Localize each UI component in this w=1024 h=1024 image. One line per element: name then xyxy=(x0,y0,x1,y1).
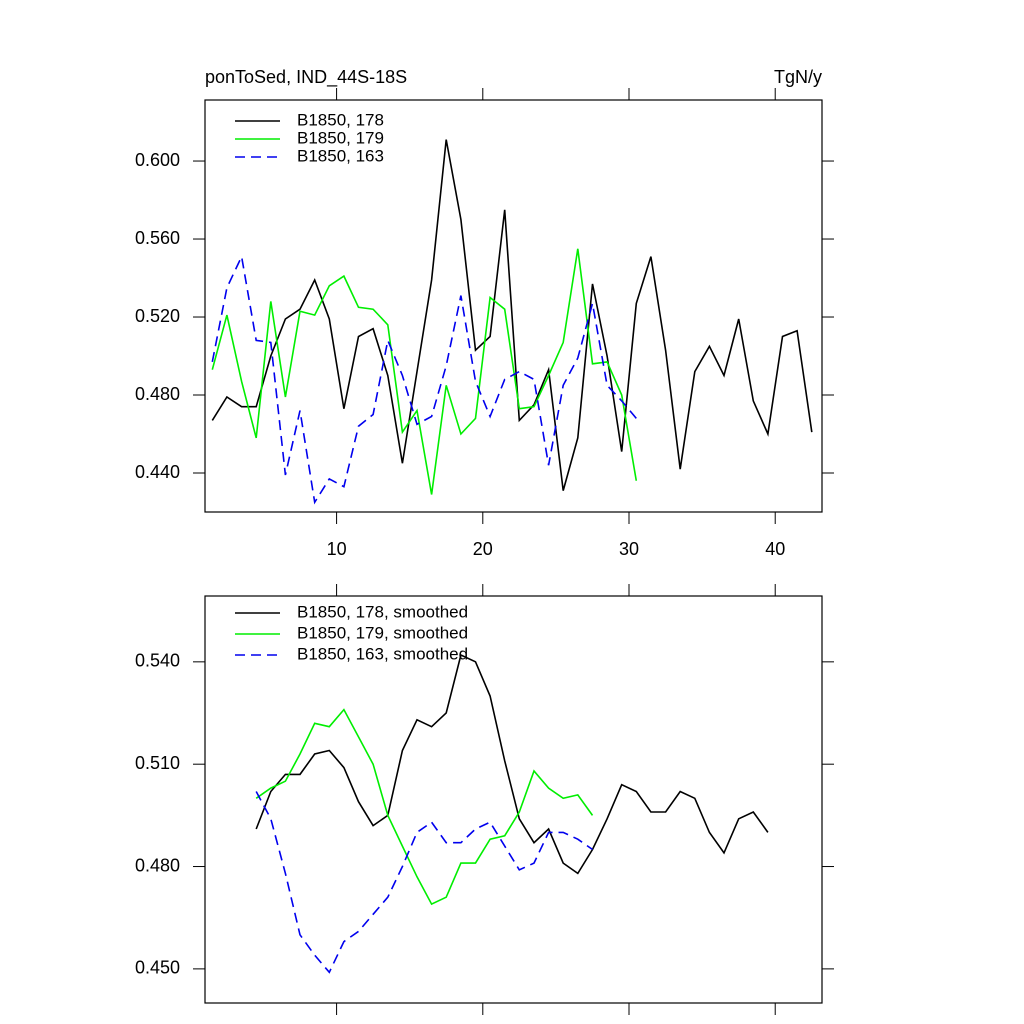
legend-label: B1850, 163, smoothed xyxy=(297,644,468,663)
y-tick-label: 0.520 xyxy=(135,306,180,326)
y-tick-label: 0.600 xyxy=(135,150,180,170)
y-tick-label: 0.510 xyxy=(135,753,180,773)
y-tick-label: 0.480 xyxy=(135,855,180,875)
y-tick-label: 0.560 xyxy=(135,228,180,248)
x-tick-label: 30 xyxy=(619,539,639,559)
x-tick-label: 10 xyxy=(327,539,347,559)
y-tick-label: 0.480 xyxy=(135,384,180,404)
legend-label: B1850, 179, smoothed xyxy=(297,623,468,642)
legend-label: B1850, 179 xyxy=(297,128,384,147)
series-line xyxy=(255,708,594,906)
units-label: TgN/y xyxy=(774,67,822,87)
series-line xyxy=(211,139,813,491)
legend-label: B1850, 178 xyxy=(297,110,384,129)
plot-frame xyxy=(204,99,823,513)
legend-label: B1850, 178, smoothed xyxy=(297,602,468,621)
series-line xyxy=(211,253,637,505)
x-tick-label: 20 xyxy=(473,539,493,559)
legend-label: B1850, 163 xyxy=(297,146,384,165)
series-line xyxy=(211,248,638,495)
y-tick-label: 0.540 xyxy=(135,651,180,671)
y-tick-label: 0.440 xyxy=(135,462,180,482)
series-line xyxy=(255,791,593,974)
chart-title: ponToSed, IND_44S-18S xyxy=(205,67,407,88)
x-tick-label: 40 xyxy=(765,539,785,559)
plot-frame xyxy=(204,595,823,1004)
y-tick-label: 0.450 xyxy=(135,958,180,978)
series-line xyxy=(255,653,769,875)
